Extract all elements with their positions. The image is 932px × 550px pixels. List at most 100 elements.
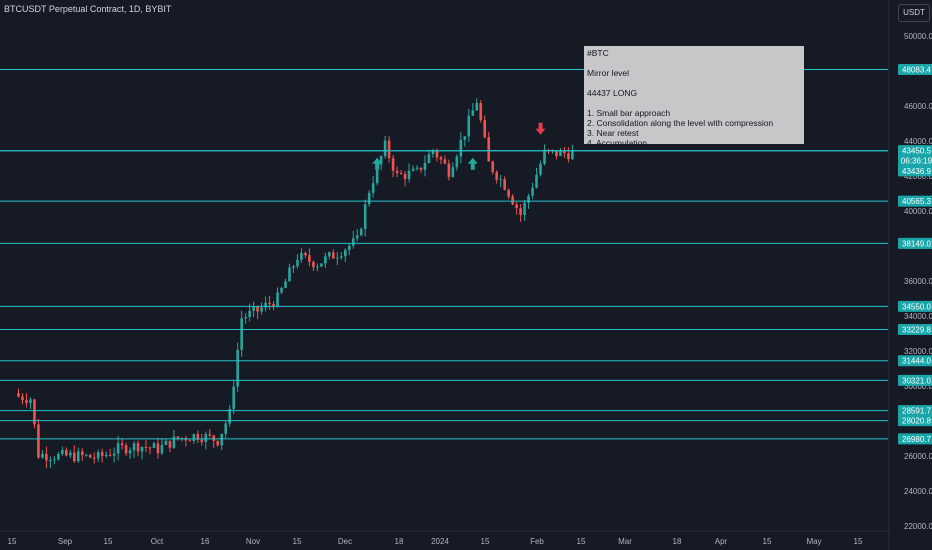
candle-body xyxy=(336,257,339,259)
level-label-bg xyxy=(898,300,932,312)
y-tick-label: 36000.00 xyxy=(904,277,932,286)
note-line: 44437 LONG xyxy=(587,88,638,98)
candle-body xyxy=(65,450,68,456)
note-line: 1. Small bar approach xyxy=(587,108,671,118)
x-tick-label: 16 xyxy=(201,537,210,546)
candle-body xyxy=(53,459,56,461)
level-label: 31444.0 xyxy=(902,357,931,366)
candle-body xyxy=(427,154,431,164)
candle-body xyxy=(515,204,518,209)
candle-body xyxy=(443,159,447,164)
candle-body xyxy=(164,440,168,445)
note-line: Mirror level xyxy=(587,68,630,78)
candle-body xyxy=(212,435,216,441)
x-tick-label: 15 xyxy=(8,537,17,546)
candle-body xyxy=(467,115,471,137)
level-label: 28020.8 xyxy=(902,417,931,426)
y-tick-label: 24000.00 xyxy=(904,487,932,496)
candle-body xyxy=(33,399,36,425)
candle-body xyxy=(21,396,24,401)
candle-body xyxy=(256,306,259,312)
candle-body xyxy=(29,399,32,403)
candle-body xyxy=(280,287,283,293)
candle-body xyxy=(61,450,64,454)
level-label-bg xyxy=(898,237,932,249)
x-tick-label: 15 xyxy=(481,537,490,546)
candle-body xyxy=(567,153,570,160)
level-label: 43436.9 xyxy=(902,167,931,176)
candle-body xyxy=(240,318,243,350)
symbol-title: BTCUSDT Perpetual Contract, 1D, BYBIT xyxy=(4,4,172,14)
candle-body xyxy=(459,139,463,157)
level-label: 48083.4 xyxy=(902,66,931,75)
candle-body xyxy=(152,443,156,448)
level-label-bg xyxy=(898,405,932,417)
x-tick-label: Nov xyxy=(246,537,260,546)
candle-body xyxy=(232,386,235,410)
candle-body xyxy=(160,444,164,454)
candle-body xyxy=(475,103,479,111)
note-line: 2. Consolidation along the level with co… xyxy=(587,118,774,128)
candle-body xyxy=(431,150,435,155)
candle-body xyxy=(96,452,100,459)
candle-body xyxy=(495,172,498,180)
candle-body xyxy=(196,434,200,440)
up-arrow-icon xyxy=(467,157,478,170)
countdown-label: 06:36:19 xyxy=(901,157,932,166)
candle-body xyxy=(559,150,562,156)
x-tick-label: Sep xyxy=(58,537,73,546)
candle-body xyxy=(168,440,172,448)
candle-body xyxy=(108,454,112,456)
candle-body xyxy=(523,202,526,215)
candle-body xyxy=(499,179,502,181)
candle-body xyxy=(359,228,363,236)
candle-body xyxy=(92,457,96,459)
candle-body xyxy=(439,157,443,160)
candle-body xyxy=(116,443,120,454)
level-label-bg xyxy=(898,433,932,445)
candle-body xyxy=(72,452,76,462)
candle-body xyxy=(555,150,558,156)
candle-body xyxy=(435,150,439,158)
candle-body xyxy=(244,317,247,319)
x-tick-label: Dec xyxy=(338,537,352,546)
candle-body xyxy=(308,255,311,262)
candle-body xyxy=(503,179,506,190)
candle-body xyxy=(507,189,510,197)
candle-body xyxy=(543,149,546,164)
currency-button[interactable]: USDT xyxy=(898,4,930,22)
countdown-label-bg xyxy=(898,155,932,167)
candle-body xyxy=(463,136,467,140)
candle-body xyxy=(411,168,415,171)
candle-body xyxy=(539,163,542,175)
candle-body xyxy=(423,163,427,170)
candle-body xyxy=(272,304,275,307)
x-tick-label: 15 xyxy=(854,537,863,546)
x-tick-label: 15 xyxy=(104,537,113,546)
candle-body xyxy=(176,436,180,439)
level-label-bg xyxy=(898,64,932,76)
level-label: 33229.8 xyxy=(902,325,931,334)
candle-body xyxy=(88,454,92,458)
candle-body xyxy=(387,140,391,159)
level-label: 26980.7 xyxy=(902,435,931,444)
candle-body xyxy=(132,443,136,451)
candle-body xyxy=(224,423,228,434)
x-tick-label: 18 xyxy=(673,537,682,546)
candle-body xyxy=(399,173,403,175)
x-tick-label: 18 xyxy=(395,537,404,546)
candle-body xyxy=(80,451,84,456)
candle-body xyxy=(220,433,224,446)
y-tick-label: 40000.00 xyxy=(904,207,932,216)
candle-body xyxy=(527,195,530,203)
candle-body xyxy=(57,453,60,460)
candle-body xyxy=(292,266,295,268)
level-label: 40565.3 xyxy=(902,197,931,206)
candle-body xyxy=(69,452,72,456)
candle-body xyxy=(451,167,455,177)
x-tick-label: Apr xyxy=(715,537,728,546)
candle-body xyxy=(324,256,327,264)
candle-body xyxy=(100,452,104,457)
y-tick-label: 50000.00 xyxy=(904,32,932,41)
